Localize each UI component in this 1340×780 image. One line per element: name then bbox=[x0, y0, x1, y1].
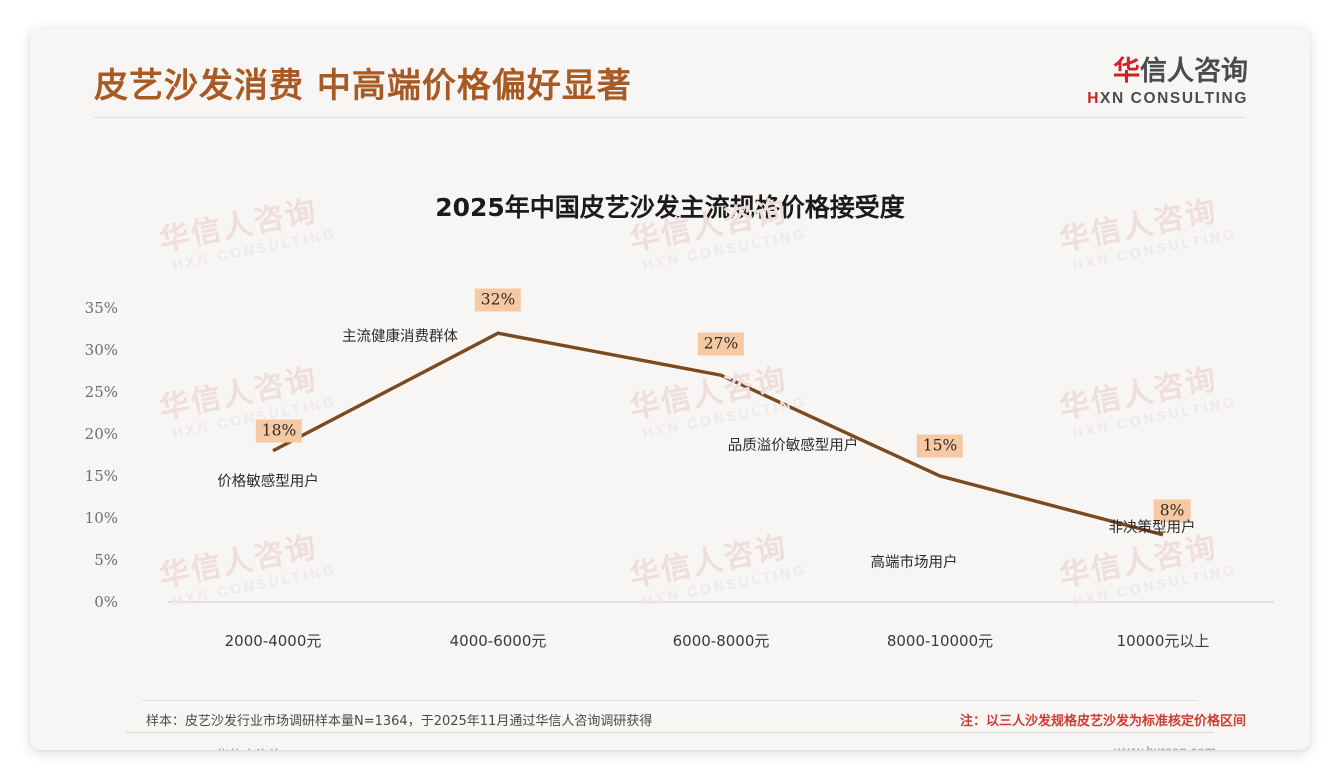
logo-accent-char: 华 bbox=[1113, 56, 1140, 87]
data-point-label: 18% bbox=[255, 419, 303, 443]
annotation-label: 非决策型用户 bbox=[1108, 520, 1196, 536]
y-axis-tick-label: 10% bbox=[84, 509, 118, 527]
logo-en-accent: H bbox=[1087, 90, 1101, 107]
y-axis-tick-label: 20% bbox=[84, 425, 118, 443]
chart-plot-svg bbox=[168, 331, 1274, 603]
page-title: 皮艺沙发消费 中高端价格偏好显著 bbox=[94, 66, 632, 106]
line-chart: 0% 5% 10% 15% 20% 25% 30% 35% 2000-4000元 4000-60… bbox=[30, 258, 1310, 658]
logo-cn-rest: 信人咨询 bbox=[1140, 56, 1248, 87]
y-axis-tick-label: 30% bbox=[84, 341, 118, 359]
footnote-divider-top bbox=[142, 700, 1198, 701]
data-point-label: 32% bbox=[474, 288, 522, 312]
x-axis-tick-label: 6000-8000元 bbox=[672, 632, 770, 650]
sample-note: 样本：皮艺沙发行业市场调研样本量N=1364，于2025年11月通过华信人咨询调… bbox=[146, 714, 653, 729]
y-axis-tick-label: 25% bbox=[84, 383, 118, 401]
data-point-label: 15% bbox=[916, 434, 964, 458]
y-axis-tick-label: 5% bbox=[94, 551, 118, 569]
x-axis-tick-label: 4000-6000元 bbox=[449, 632, 547, 650]
header-divider bbox=[94, 117, 1246, 118]
x-axis-tick-label: 8000-10000元 bbox=[886, 632, 994, 650]
x-axis-tick-label: 2000-4000元 bbox=[224, 632, 322, 650]
logo-en-text: HXN CONSULTING bbox=[1087, 91, 1248, 107]
footnote-divider-bottom bbox=[126, 732, 1214, 733]
y-axis-tick-label: 15% bbox=[84, 467, 118, 485]
slide-canvas: 华信人咨询 HXN CONSULTING 华信人咨询 HXN CONSULTIN… bbox=[30, 28, 1310, 750]
annotation-label: 主流健康消费群体 bbox=[342, 329, 458, 345]
chart-title: 2025年中国皮艺沙发主流规格价格接受度 bbox=[435, 193, 905, 222]
y-axis-tick-label: 35% bbox=[84, 299, 118, 317]
website-link[interactable]: www.hxrcon.com bbox=[1114, 744, 1216, 750]
annotation-label: 高端市场用户 bbox=[870, 555, 958, 571]
copyright-text: ©2026.1 HXR华信人咨询 bbox=[132, 744, 283, 750]
data-point-label: 8% bbox=[1153, 499, 1191, 523]
annotation-label: 价格敏感型用户 bbox=[217, 474, 319, 490]
logo-cn-text: 华信人咨询 bbox=[1087, 58, 1248, 85]
x-axis-tick-label: 10000元以上 bbox=[1116, 632, 1210, 650]
data-point-label: 27% bbox=[697, 332, 745, 356]
logo-en-rest: XN CONSULTING bbox=[1100, 90, 1248, 107]
methodology-note: 注：以三人沙发规格皮艺沙发为标准核定价格区间 bbox=[959, 714, 1246, 729]
annotation-label: 品质溢价敏感型用户 bbox=[727, 438, 859, 454]
y-axis-tick-label: 0% bbox=[94, 593, 118, 611]
slide-header: 皮艺沙发消费 中高端价格偏好显著 华信人咨询 HXN CONSULTING bbox=[30, 28, 1310, 120]
data-series-line bbox=[272, 331, 1164, 537]
brand-logo: 华信人咨询 HXN CONSULTING bbox=[1087, 58, 1248, 107]
